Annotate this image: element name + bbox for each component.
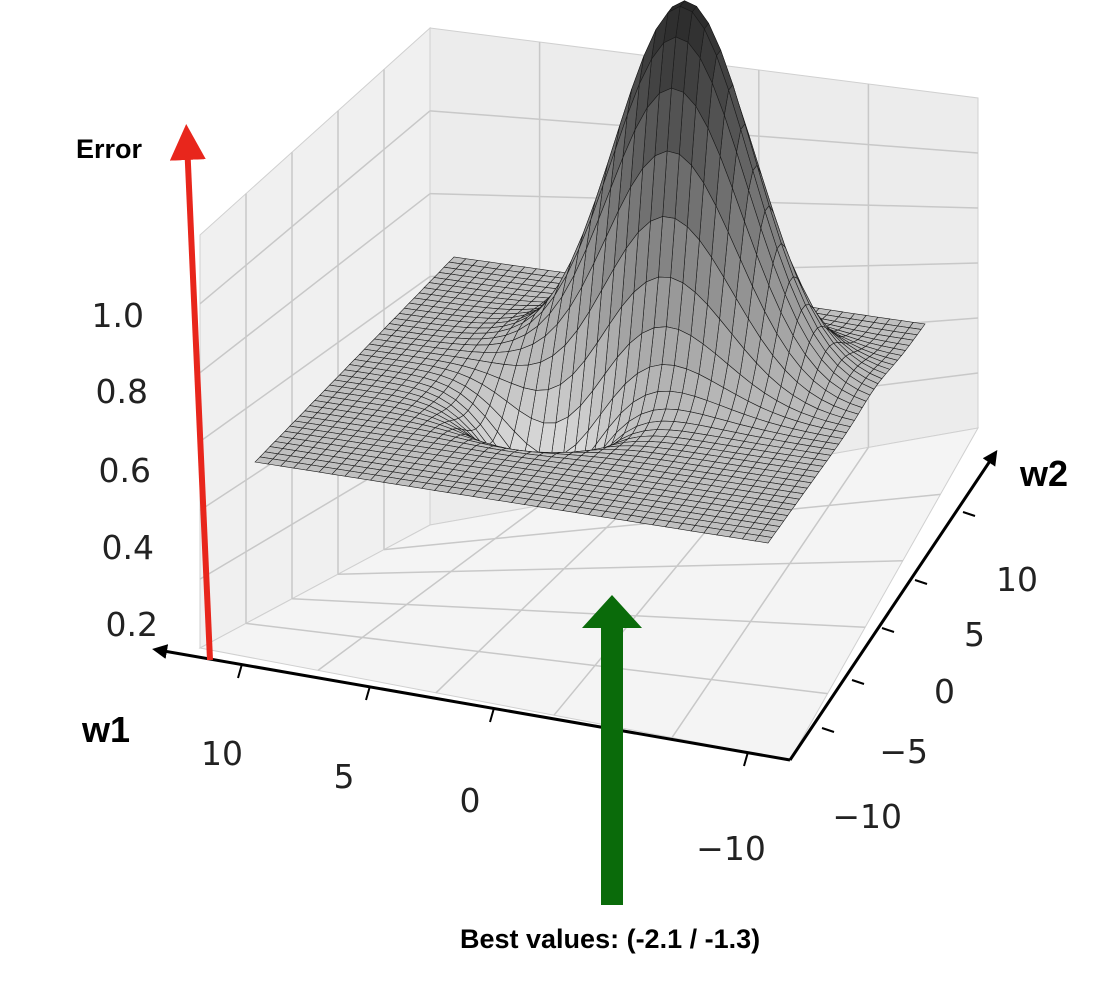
tick-mark <box>743 751 749 767</box>
grid-line <box>435 485 650 694</box>
best-values-label: Best values: (-2.1 / -1.3) <box>460 924 760 954</box>
grid-line <box>317 504 541 672</box>
grid-line <box>199 193 431 374</box>
grid-line <box>671 446 870 739</box>
w1-tick-label: 10 <box>201 734 243 773</box>
w2-tick-label: −5 <box>879 732 928 771</box>
grid-line <box>199 275 431 443</box>
w2-tick-label: 10 <box>996 560 1038 599</box>
w2-tick-label: 5 <box>964 615 985 654</box>
z-tick-label: 1.0 <box>92 296 144 335</box>
grid-line <box>337 560 903 575</box>
w1-tick-label: 5 <box>334 757 355 796</box>
grid-line <box>245 622 828 695</box>
tick-mark <box>365 685 371 701</box>
grid-line <box>199 110 431 305</box>
w1-tick-label: −10 <box>696 829 766 868</box>
tick-mark <box>821 727 835 733</box>
tick-mark <box>914 579 928 585</box>
z-tick-label: 0.4 <box>102 528 154 567</box>
tick-mark <box>489 707 495 723</box>
tick-mark <box>962 511 976 517</box>
w1-axis-label: w1 <box>81 709 130 750</box>
best-values-arrow <box>582 595 642 905</box>
error-surface <box>254 0 926 544</box>
z-tick-label: 0.8 <box>96 372 148 411</box>
w2-tick-label: −10 <box>832 797 902 836</box>
surface-cell <box>254 456 274 465</box>
w2-tick-label: 0 <box>934 672 955 711</box>
grid-line <box>291 598 866 628</box>
w1-axis-line <box>152 644 791 762</box>
tick-mark <box>237 663 243 679</box>
z-tick-label: 0.2 <box>106 605 158 644</box>
w1-tick-label: 0 <box>460 781 481 820</box>
tick-mark <box>881 627 895 633</box>
z-tick-label: 0.6 <box>99 451 151 490</box>
error-axis-label: Error <box>76 134 143 164</box>
w2-axis-label: w2 <box>1019 453 1068 494</box>
tick-mark <box>851 679 865 685</box>
error-axis-arrow <box>169 124 213 661</box>
w2-axis-line <box>788 450 998 761</box>
